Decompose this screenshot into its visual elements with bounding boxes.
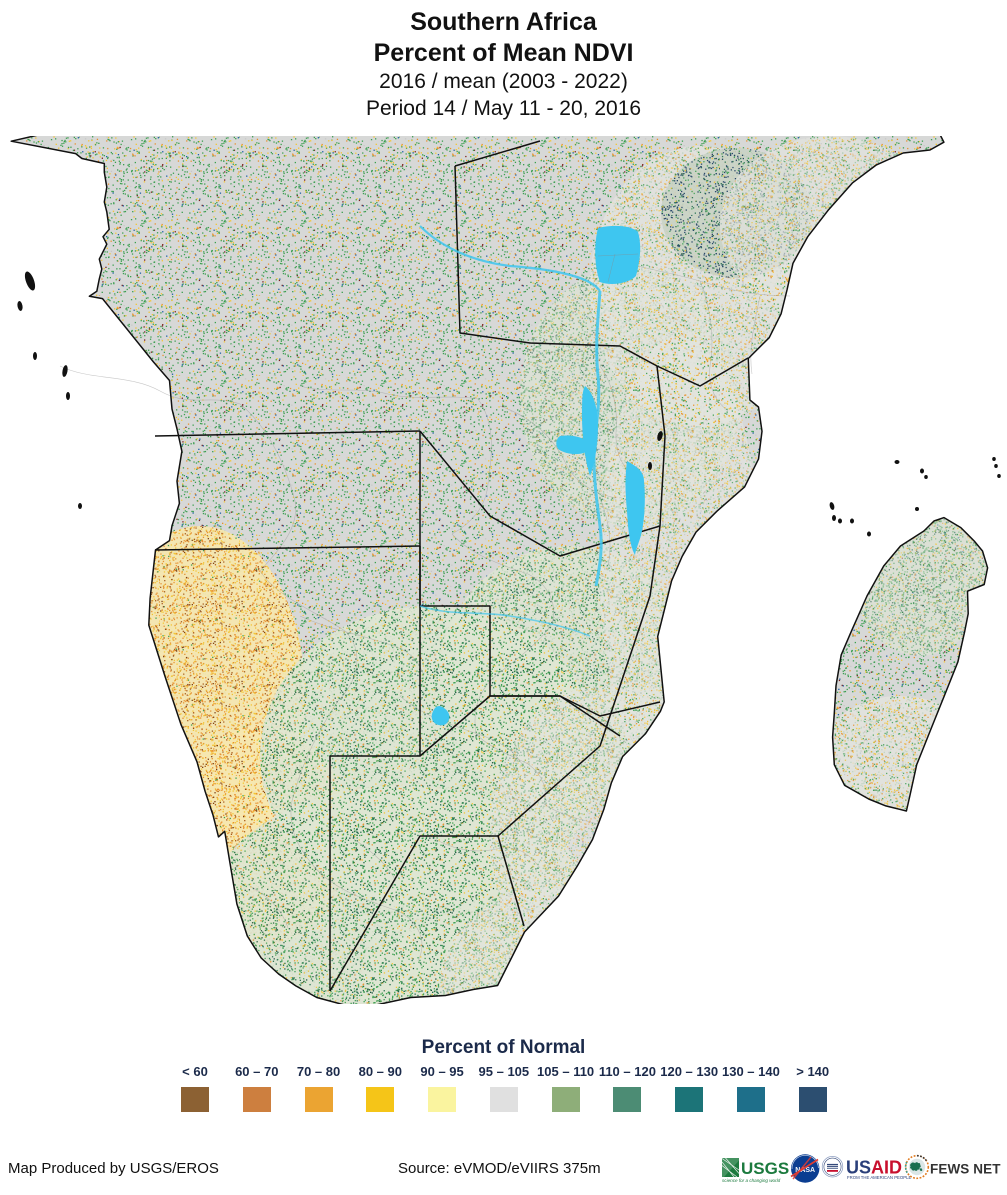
svg-text:FROM THE AMERICAN PEOPLE: FROM THE AMERICAN PEOPLE [847, 1175, 912, 1180]
svg-text:science for a changing world: science for a changing world [722, 1178, 781, 1183]
svg-text:FEWS NET: FEWS NET [930, 1162, 1001, 1177]
svg-text:USGS: USGS [741, 1159, 789, 1178]
